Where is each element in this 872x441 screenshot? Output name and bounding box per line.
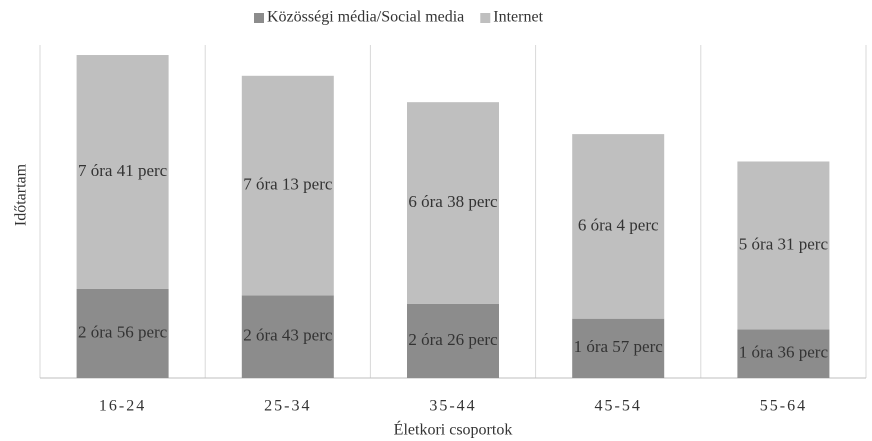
bar-segment (241, 75, 334, 296)
x-tick-label: 16-24 (99, 398, 146, 415)
legend-label: Internet (493, 9, 543, 26)
x-tick-label: 35-44 (429, 398, 476, 415)
data-label: 6 óra 38 perc (408, 192, 498, 211)
y-axis-title: Időtartam (13, 163, 30, 226)
data-label: 1 óra 36 perc (739, 343, 829, 362)
bar-segment (737, 329, 830, 378)
bar-segment (407, 303, 499, 378)
data-label: 6 óra 4 perc (578, 215, 659, 234)
legend-swatch (480, 13, 491, 23)
data-label: 2 óra 26 perc (408, 330, 498, 349)
data-label: 5 óra 31 perc (739, 234, 829, 253)
data-label: 7 óra 13 perc (243, 174, 333, 193)
bar-segment (76, 55, 169, 289)
data-label: 2 óra 56 perc (78, 322, 168, 341)
x-tick-label: 45-54 (595, 398, 642, 415)
bar-segment (572, 134, 665, 319)
bar-segment (241, 295, 334, 378)
x-axis-title: Életkori csoportok (394, 420, 513, 439)
data-label: 2 óra 43 perc (243, 326, 333, 345)
data-label: 1 óra 57 perc (574, 337, 664, 356)
legend-swatch (254, 13, 264, 23)
x-tick-label: 25-34 (264, 398, 311, 415)
bar-segment (76, 288, 169, 378)
bar-segment (407, 102, 499, 304)
legend-label: Közösségi média/Social media (267, 9, 464, 26)
data-label: 7 óra 41 perc (78, 161, 168, 180)
bar-segment (737, 161, 830, 330)
bar-segment (572, 318, 665, 378)
x-tick-label: 55-64 (760, 398, 807, 415)
